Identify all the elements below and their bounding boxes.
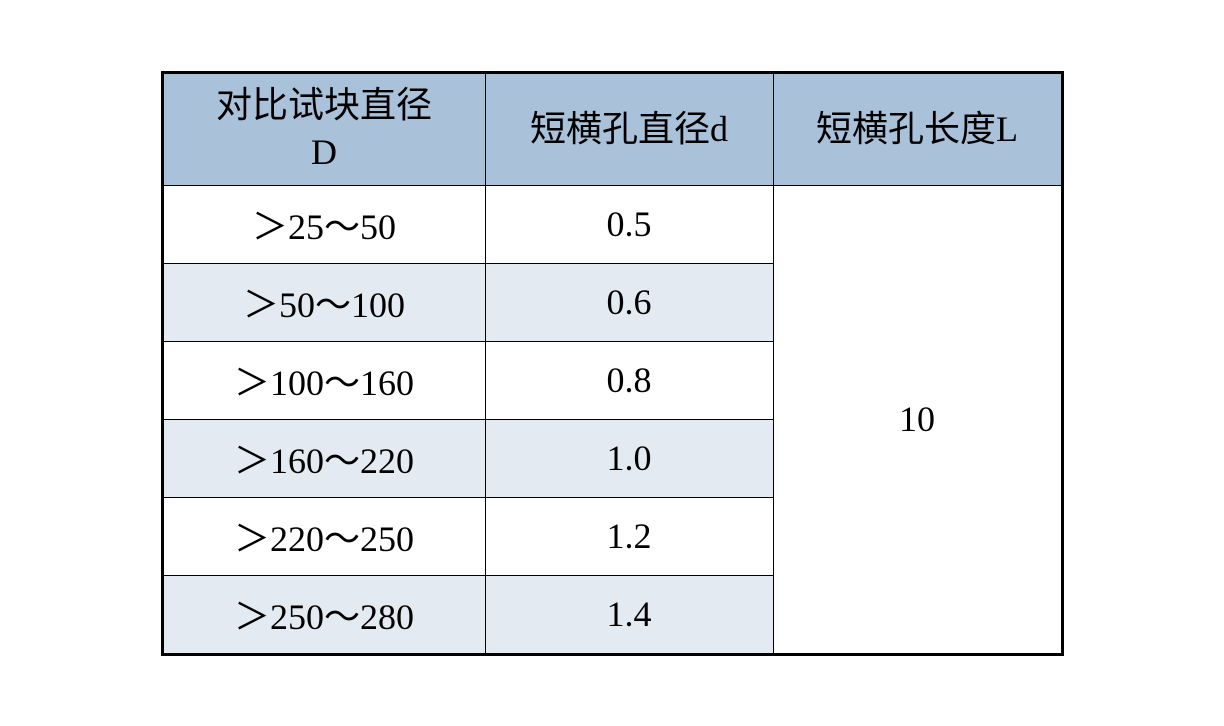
header-length-L: 短横孔长度L <box>773 73 1061 185</box>
cell-diameter: ＞50～100 <box>163 263 485 341</box>
cell-d: 1.4 <box>485 575 773 653</box>
header-col1-line2: D <box>311 132 337 172</box>
cell-merged-length: 10 <box>773 185 1061 653</box>
header-diameter-d: 短横孔直径d <box>485 73 773 185</box>
header-diameter-D: 对比试块直径 D <box>163 73 485 185</box>
cell-d: 1.2 <box>485 497 773 575</box>
header-col1-line1: 对比试块直径 <box>216 85 432 125</box>
table-container: 对比试块直径 D 短横孔直径d 短横孔长度L ＞25～50 0.5 10 ＞50… <box>161 71 1064 656</box>
cell-d: 0.8 <box>485 341 773 419</box>
cell-d: 1.0 <box>485 419 773 497</box>
cell-diameter: ＞250～280 <box>163 575 485 653</box>
cell-d: 0.5 <box>485 185 773 263</box>
header-row: 对比试块直径 D 短横孔直径d 短横孔长度L <box>163 73 1061 185</box>
cell-diameter: ＞160～220 <box>163 419 485 497</box>
specification-table: 对比试块直径 D 短横孔直径d 短横孔长度L ＞25～50 0.5 10 ＞50… <box>163 73 1062 654</box>
cell-diameter: ＞220～250 <box>163 497 485 575</box>
cell-d: 0.6 <box>485 263 773 341</box>
table-row: ＞25～50 0.5 10 <box>163 185 1061 263</box>
cell-diameter: ＞100～160 <box>163 341 485 419</box>
cell-diameter: ＞25～50 <box>163 185 485 263</box>
